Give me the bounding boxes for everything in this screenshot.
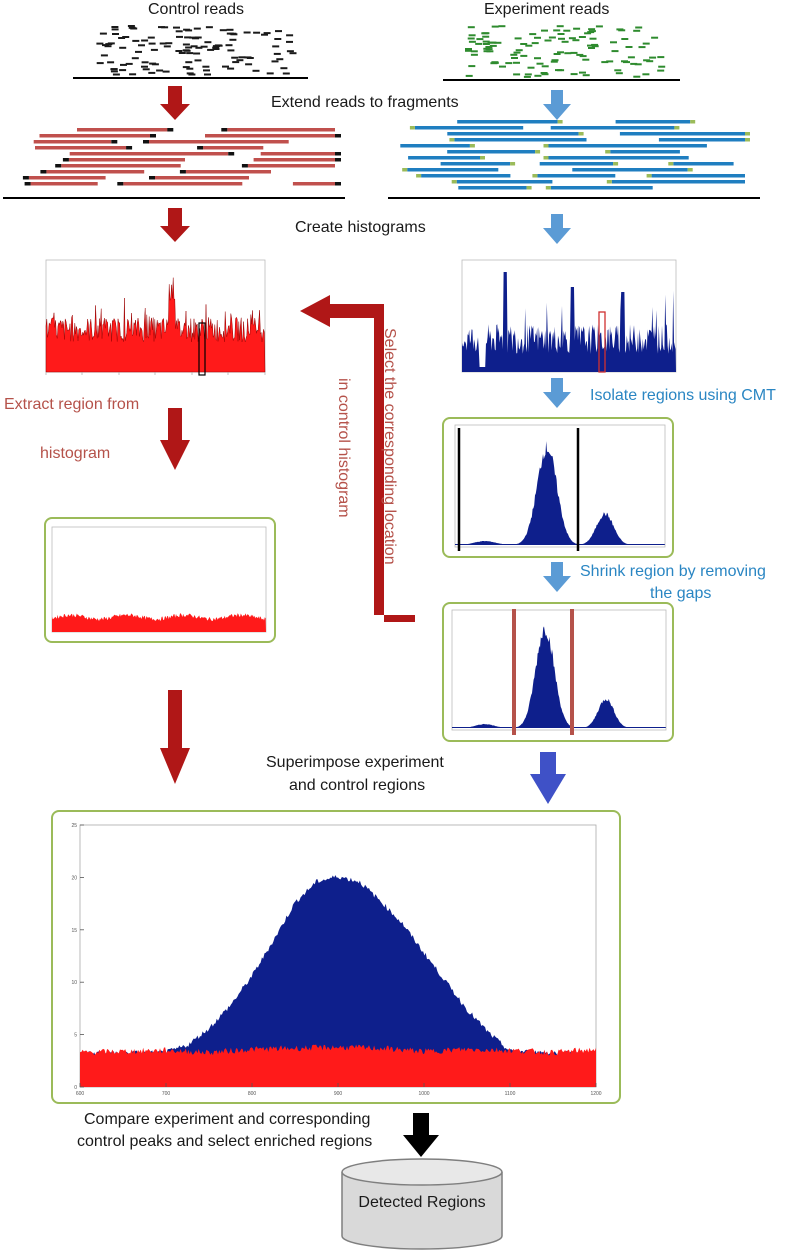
control-reads — [96, 25, 296, 76]
shrunk-region-panel — [442, 602, 674, 742]
blue-down-arrow-2 — [543, 214, 571, 244]
blue-down-arrow-3 — [543, 378, 571, 408]
detected-regions-label: Detected Regions — [342, 1194, 502, 1212]
compare-label-line2: control peaks and select enriched region… — [77, 1132, 372, 1153]
isolated-region-panel — [442, 417, 674, 558]
superimpose-label-line2: and control regions — [289, 776, 425, 797]
control-region-panel — [44, 517, 276, 643]
control-histogram — [46, 260, 265, 375]
experiment-fragments — [400, 120, 750, 190]
blue-down-arrow-1 — [543, 90, 571, 120]
experiment-reads — [465, 25, 665, 78]
black-down-arrow — [403, 1113, 439, 1157]
create-histograms-label: Create histograms — [295, 218, 426, 239]
extract-region-label-line1: Extract region from — [4, 395, 139, 416]
red-down-arrow-1 — [160, 86, 190, 120]
blue-down-arrow-4 — [543, 562, 571, 592]
control-fragments — [23, 128, 341, 186]
isolate-regions-label: Isolate regions using CMT — [590, 386, 776, 407]
superimpose-label-line1: Superimpose experiment — [266, 753, 444, 774]
experiment-histogram — [462, 260, 676, 372]
select-location-label-line1: Select the corresponding location — [380, 328, 398, 565]
red-down-arrow-4 — [160, 690, 190, 784]
extend-reads-label: Extend reads to fragments — [271, 93, 459, 114]
superimposed-panel — [51, 810, 621, 1104]
red-down-arrow-3 — [160, 408, 190, 470]
red-down-arrow-2 — [160, 208, 190, 242]
shrink-region-label-line1: Shrink region by removing — [580, 562, 766, 583]
extract-region-label-line2: histogram — [40, 444, 110, 465]
select-location-label-line2: in control histogram — [334, 378, 352, 518]
compare-label-line1: Compare experiment and corresponding — [84, 1110, 370, 1131]
shrink-region-label-line2: the gaps — [650, 584, 711, 605]
blue-down-arrow-5 — [530, 752, 566, 804]
